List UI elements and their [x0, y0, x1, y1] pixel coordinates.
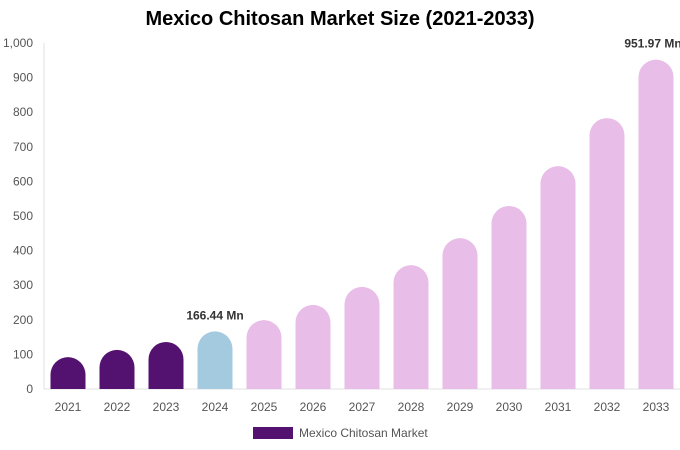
x-tick-label: 2023	[153, 400, 180, 414]
bar-2033	[638, 59, 674, 389]
y-tick-label: 1,000	[3, 36, 33, 50]
y-tick-label: 300	[13, 278, 33, 292]
y-tick-label: 500	[13, 209, 33, 223]
y-tick-label: 600	[13, 174, 33, 188]
y-tick-label: 800	[13, 105, 33, 119]
x-tick-label: 2022	[104, 400, 131, 414]
legend-label: Mexico Chitosan Market	[299, 426, 428, 440]
bar-2032	[589, 118, 625, 389]
y-tick-label: 200	[13, 313, 33, 327]
x-tick-label: 2030	[496, 400, 523, 414]
bar-2028	[393, 265, 429, 389]
x-tick-label: 2026	[300, 400, 327, 414]
x-tick-label: 2031	[545, 400, 572, 414]
legend: Mexico Chitosan Market	[253, 426, 428, 440]
x-tick-label: 2024	[202, 400, 229, 414]
bar-2024	[197, 331, 233, 389]
x-tick-label: 2021	[55, 400, 82, 414]
bar-2026	[295, 304, 331, 389]
x-tick-label: 2027	[349, 400, 376, 414]
x-tick-label: 2025	[251, 400, 278, 414]
bar-2031	[540, 166, 576, 389]
bar-2021	[50, 357, 86, 389]
y-tick-label: 0	[26, 382, 33, 396]
bar-2027	[344, 286, 380, 389]
data-label-2024: 166.44 Mn	[186, 308, 243, 322]
bar-2022	[99, 349, 135, 389]
data-label-2033: 951.97 Mn	[624, 37, 680, 51]
bar-2025	[246, 320, 282, 389]
chart-title: Mexico Chitosan Market Size (2021-2033)	[145, 8, 535, 30]
bar-2029	[442, 238, 478, 389]
y-tick-label: 900	[13, 71, 33, 85]
bar-2030	[491, 205, 527, 389]
x-tick-label: 2032	[594, 400, 621, 414]
x-tick-label: 2033	[643, 400, 670, 414]
bar-2023	[148, 341, 184, 389]
y-tick-label: 400	[13, 244, 33, 258]
y-tick-label: 700	[13, 140, 33, 154]
x-tick-label: 2029	[447, 400, 474, 414]
y-tick-label: 100	[13, 347, 33, 361]
x-tick-label: 2028	[398, 400, 425, 414]
legend-swatch	[253, 427, 293, 439]
